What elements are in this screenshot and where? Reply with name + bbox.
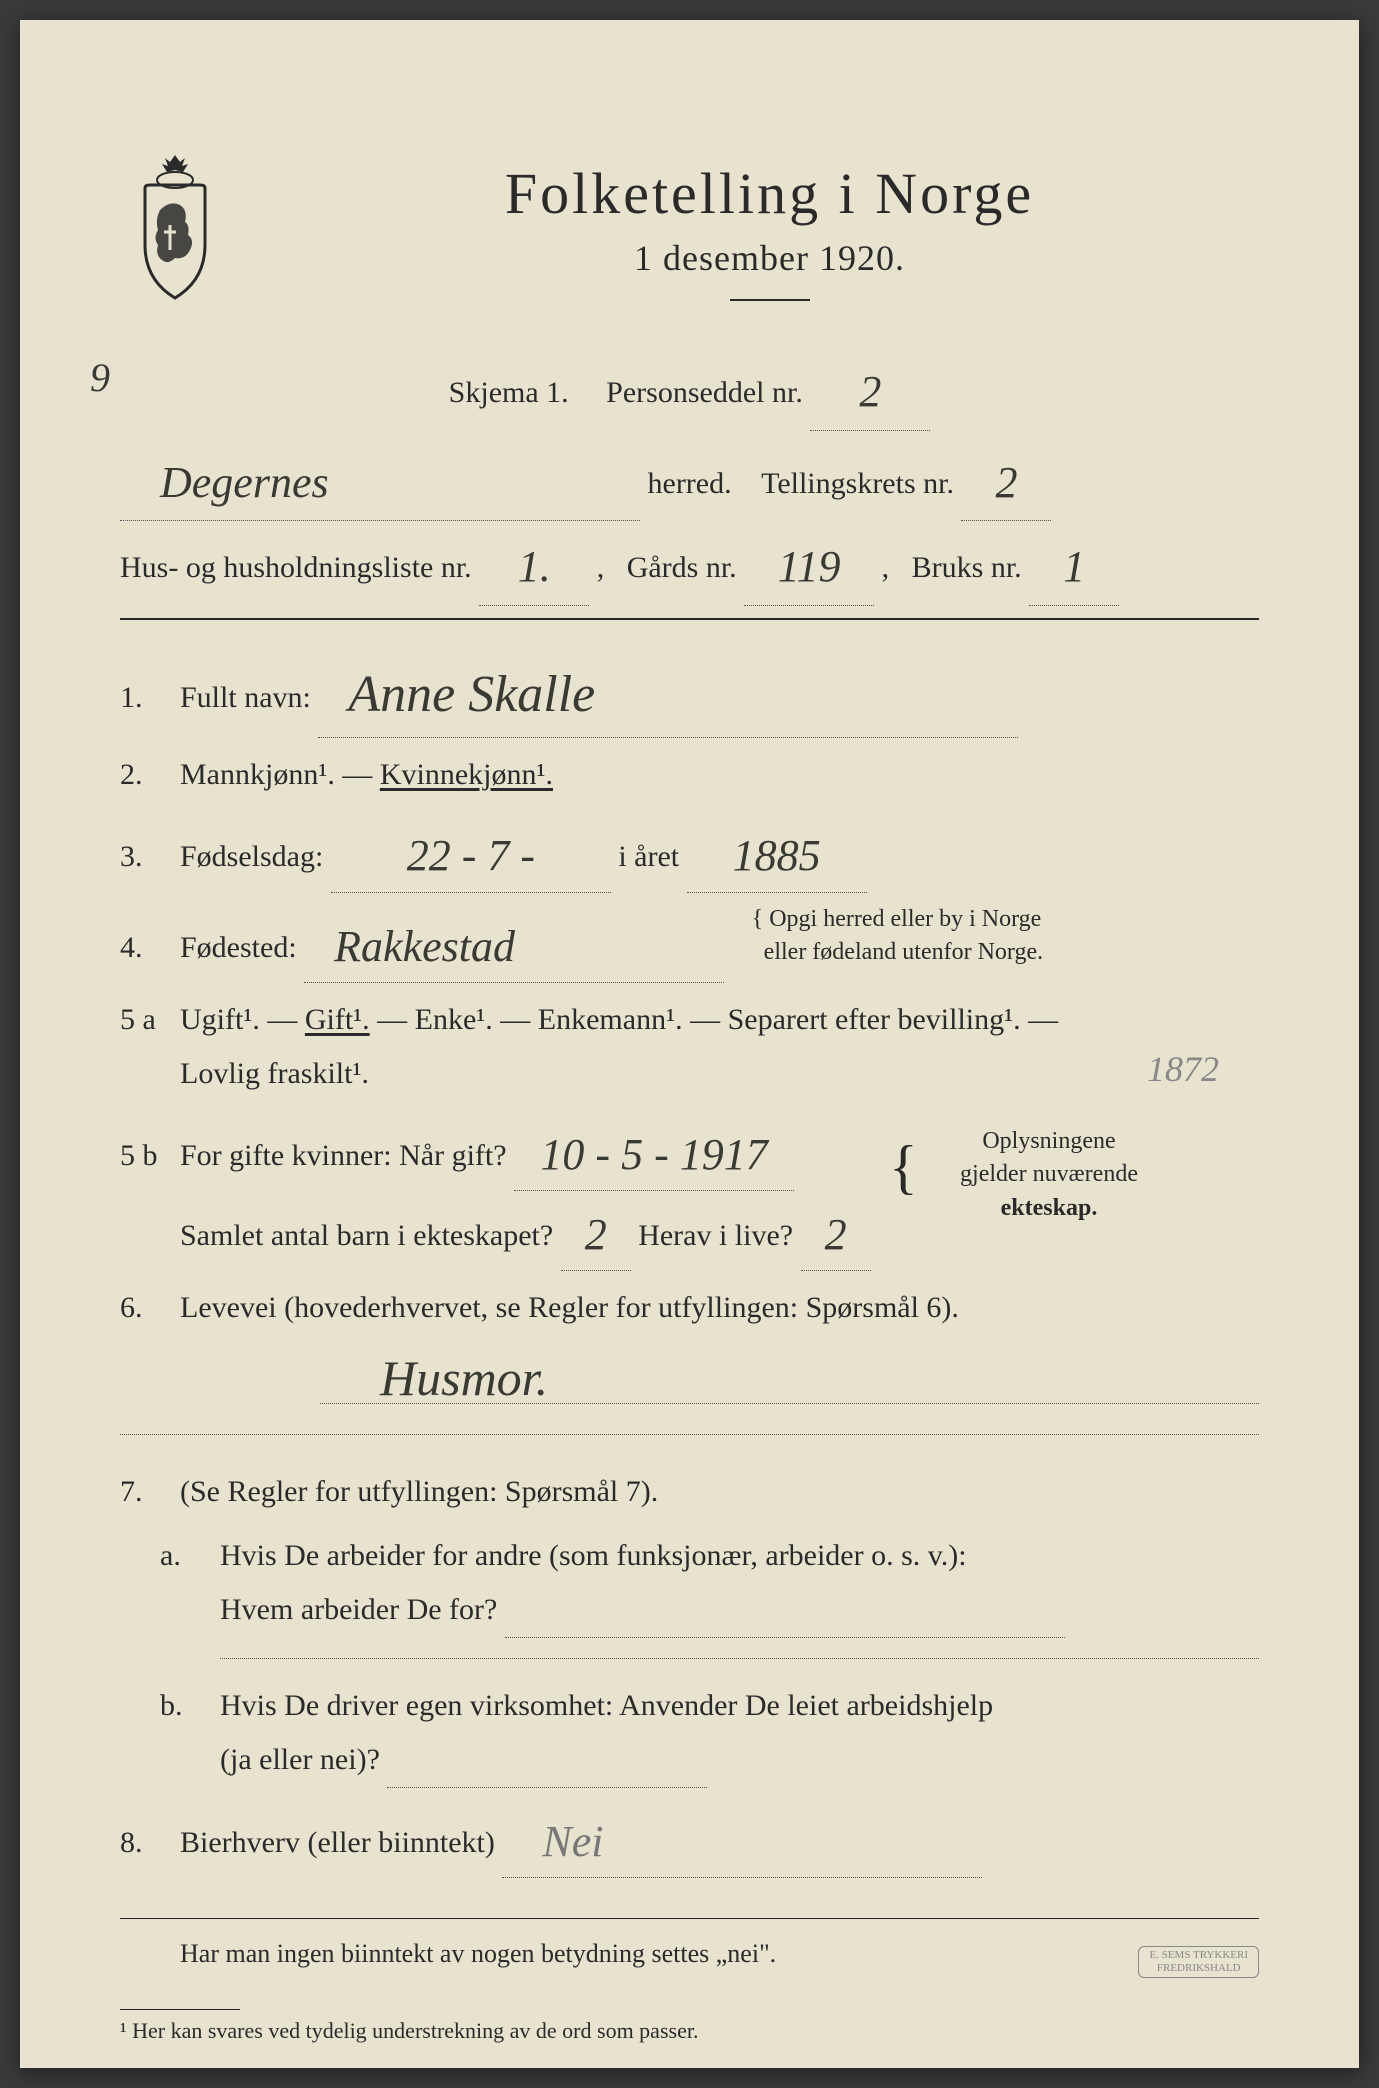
q5b-l2-value: 2 <box>585 1210 607 1259</box>
q3: 3. Fødselsdag: 22 - 7 - i året 1885 <box>120 812 1259 892</box>
title-block: Folketelling i Norge 1 desember 1920. <box>280 160 1259 326</box>
q5b-l2-label2: Herav i live? <box>638 1219 793 1252</box>
personseddel-label: Personseddel nr. <box>606 376 803 409</box>
q5b-note: { Oplysningene gjelder nuværende ekteska… <box>919 1125 1179 1226</box>
q5b: 5 b For gifte kvinner: Når gift? 10 - 5 … <box>120 1111 1259 1271</box>
bruks-nr: 1 <box>1063 542 1085 591</box>
q3-num: 3. <box>120 840 180 874</box>
main-title: Folketelling i Norge <box>280 160 1259 227</box>
q6-label: Levevei (hovederhvervet, se Regler for u… <box>180 1291 959 1324</box>
tellingskrets-nr: 2 <box>995 458 1017 507</box>
husliste-nr: 1. <box>518 542 551 591</box>
rule-2 <box>120 1918 1259 1919</box>
q2-num: 2. <box>120 758 180 792</box>
q5a: 5 a Ugift¹. — Gift¹. — Enke¹. — Enkemann… <box>120 993 1259 1101</box>
q5a-num: 5 a <box>120 1003 180 1037</box>
q2-underlined: Kvinnekjønn¹. <box>380 758 553 791</box>
form-body: 9 Skjema 1. Personseddel nr. 2 Degernes … <box>120 346 1259 2044</box>
q4-value: Rakkestad <box>334 922 515 971</box>
q5b-note-l3: ekteskap. <box>1001 1195 1098 1221</box>
husliste-label: Hus- og husholdningsliste nr. <box>120 551 472 584</box>
q4-num: 4. <box>120 931 180 965</box>
gaards-nr: 119 <box>778 542 841 591</box>
q8-label: Bierhverv (eller biinntekt) <box>180 1826 495 1859</box>
q6-num: 6. <box>120 1291 180 1325</box>
personseddel-nr: 2 <box>859 367 881 416</box>
q5b-note-l1: Oplysningene <box>982 1128 1115 1154</box>
tellingskrets-label: Tellingskrets nr. <box>761 467 954 500</box>
q7b-num: b. <box>120 1689 220 1723</box>
rule-dotted-2 <box>220 1658 1259 1659</box>
q8-value: Nei <box>542 1817 603 1866</box>
herred-label: herred. <box>648 467 732 500</box>
q5b-l2-label: Samlet antal barn i ekteskapet? <box>180 1219 553 1252</box>
rule-1 <box>120 618 1259 620</box>
q2-text: Mannkjønn¹. — <box>180 758 380 791</box>
q7b-l1: Hvis De driver egen virksomhet: Anvender… <box>220 1689 993 1722</box>
q2: 2. Mannkjønn¹. — Kvinnekjønn¹. <box>120 748 1259 802</box>
q5a-before: Ugift¹. — <box>180 1003 305 1036</box>
q7a-l2: Hvem arbeider De for? <box>220 1593 497 1626</box>
q7-header: (Se Regler for utfyllingen: Spørsmål 7). <box>180 1475 658 1508</box>
marginal-mark: 9 <box>90 340 110 416</box>
q4: 4. Fødested: Rakkestad { Opgi herred ell… <box>120 903 1259 983</box>
header: Folketelling i Norge 1 desember 1920. <box>120 160 1259 326</box>
coat-of-arms-icon <box>120 150 230 300</box>
q1-num: 1. <box>120 681 180 715</box>
row-skjema: 9 Skjema 1. Personseddel nr. 2 <box>120 346 1259 431</box>
q5a-underlined: Gift¹. <box>305 1003 370 1036</box>
row-husliste: Hus- og husholdningsliste nr. 1. , Gårds… <box>120 521 1259 606</box>
rule-dotted-1 <box>120 1434 1259 1435</box>
stamp-l1: E. SEMS TRYKKERI <box>1149 1949 1248 1961</box>
census-form-page: Folketelling i Norge 1 desember 1920. 9 … <box>20 20 1359 2068</box>
printer-stamp: E. SEMS TRYKKERI FREDRIKSHALD <box>1138 1946 1259 1978</box>
q5b-note-l2: gjelder nuværende <box>960 1161 1138 1187</box>
stamp-l2: FREDRIKSHALD <box>1157 1962 1241 1974</box>
q4-note-l2: eller fødeland utenfor Norge. <box>764 939 1043 965</box>
row-herred: Degernes herred. Tellingskrets nr. 2 <box>120 437 1259 522</box>
q6: 6. Levevei (hovederhvervet, se Regler fo… <box>120 1281 1259 1335</box>
q1-value: Anne Skalle <box>348 666 595 723</box>
q3-label: Fødselsdag: <box>180 840 323 873</box>
q5b-l2-value2: 2 <box>825 1210 847 1259</box>
q7a: a. Hvis De arbeider for andre (som funks… <box>120 1529 1259 1638</box>
gaards-label: Gårds nr. <box>627 551 737 584</box>
q8-num: 8. <box>120 1826 180 1860</box>
q7b-l2: (ja eller nei)? <box>220 1743 380 1776</box>
q8: 8. Bierhverv (eller biinntekt) Nei <box>120 1798 1259 1878</box>
q1: 1. Fullt navn: Anne Skalle <box>120 644 1259 739</box>
q5a-after: — Enke¹. — Enkemann¹. — Separert efter b… <box>370 1003 1058 1036</box>
q4-note-l1: Opgi herred eller by i Norge <box>769 906 1041 932</box>
subtitle: 1 desember 1920. <box>280 237 1259 279</box>
q3-year: 1885 <box>733 831 821 880</box>
skjema-label: Skjema 1. <box>449 376 569 409</box>
q5a-faint-year: 1872 <box>1147 1037 1219 1102</box>
q3-day: 22 - 7 - <box>407 831 535 880</box>
q7-num: 7. <box>120 1475 180 1509</box>
q4-label: Fødested: <box>180 931 297 964</box>
q6-value: Husmor. <box>380 1350 548 1406</box>
q3-year-label: i året <box>618 840 679 873</box>
q1-label: Fullt navn: <box>180 681 311 714</box>
footer-note: Har man ingen biinntekt av nogen betydni… <box>120 1929 1259 1978</box>
q4-note: { Opgi herred eller by i Norge eller fød… <box>752 903 1043 970</box>
q5a-line2: Lovlig fraskilt¹. <box>180 1057 369 1090</box>
bruks-label: Bruks nr. <box>912 551 1022 584</box>
q7: 7. (Se Regler for utfyllingen: Spørsmål … <box>120 1465 1259 1519</box>
q5b-l1-label: For gifte kvinner: Når gift? <box>180 1139 507 1172</box>
title-divider <box>730 299 810 301</box>
footnote-rule <box>120 2009 240 2010</box>
q6-value-row: Husmor. <box>120 1345 1259 1404</box>
q7a-num: a. <box>120 1539 220 1573</box>
q7a-l1: Hvis De arbeider for andre (som funksjon… <box>220 1539 967 1572</box>
q7b: b. Hvis De driver egen virksomhet: Anven… <box>120 1679 1259 1788</box>
herred-value: Degernes <box>160 458 329 507</box>
q5b-num: 5 b <box>120 1139 180 1173</box>
footnote: ¹ Her kan svares ved tydelig understrekn… <box>120 2018 1259 2044</box>
q5b-l1-value: 10 - 5 - 1917 <box>540 1130 767 1179</box>
